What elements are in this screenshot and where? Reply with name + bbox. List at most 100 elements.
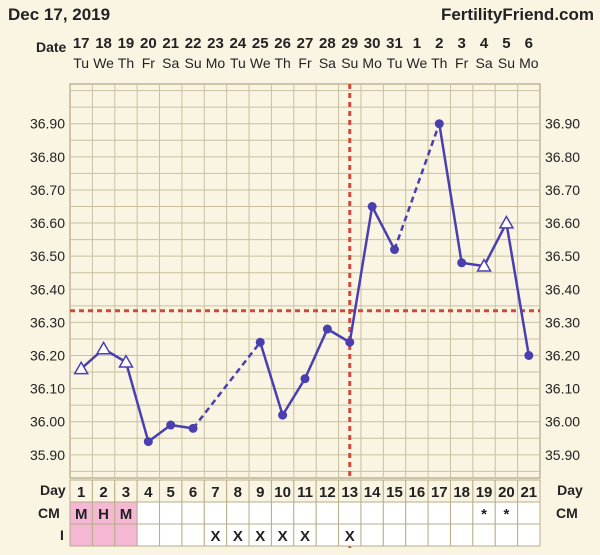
cycle-day-cell: 5 — [167, 484, 175, 501]
weekday-label: Fr — [455, 55, 469, 71]
series-segment — [348, 206, 374, 343]
weekday-label: Th — [274, 55, 290, 71]
weekday-label: Mo — [362, 55, 382, 71]
cycle-day-cell: 15 — [386, 484, 403, 501]
weekday-label: We — [407, 55, 428, 71]
date-label: 21 — [162, 35, 179, 52]
intercourse-cell: X — [278, 528, 288, 545]
plot-area — [69, 83, 541, 479]
cm-cell-box — [315, 501, 340, 525]
date-label: 30 — [364, 35, 381, 52]
cm-cell-box — [338, 501, 362, 525]
cm-cell-box — [136, 501, 161, 525]
series-segment — [147, 424, 172, 443]
series-segment — [505, 222, 531, 356]
data-point — [457, 258, 467, 268]
cycle-day-cell: 8 — [234, 484, 242, 501]
cycle-day-cell: 10 — [274, 484, 291, 501]
y-tick-label-left: 36.20 — [30, 347, 65, 363]
y-tick-label-right: 36.50 — [545, 248, 580, 264]
weekday-label: Sa — [475, 55, 492, 71]
cm-cell: * — [504, 506, 510, 523]
date-label: 24 — [230, 35, 247, 52]
date-label: 20 — [140, 35, 157, 52]
date-label: 18 — [95, 35, 112, 52]
chart-date: Dec 17, 2019 — [8, 5, 110, 24]
intercourse-cell-box — [91, 523, 116, 547]
date-label: 6 — [525, 35, 533, 52]
series-segment — [438, 123, 463, 263]
intercourse-cell-box — [181, 523, 205, 547]
date-label: 19 — [118, 35, 135, 52]
intercourse-row-label: I — [60, 527, 64, 543]
cm-cell-box — [270, 501, 295, 525]
intercourse-cell-box — [114, 523, 138, 547]
y-tick-label-left: 36.60 — [30, 215, 65, 231]
cycle-day-cell: 21 — [520, 484, 537, 501]
data-point — [524, 350, 534, 360]
y-tick-label-left: 36.80 — [30, 149, 65, 165]
cm-cell: * — [481, 506, 487, 523]
intercourse-cell: X — [210, 528, 220, 545]
intercourse-cell-box — [427, 523, 451, 547]
series-segment — [259, 341, 284, 416]
date-label: 26 — [274, 35, 291, 52]
cm-cell-box — [203, 501, 228, 525]
cm-cell-box — [449, 501, 474, 525]
y-tick-label-right: 36.00 — [545, 414, 580, 430]
data-point — [166, 420, 176, 430]
cycle-day-cell: 12 — [319, 484, 336, 501]
y-tick-label-left: 36.00 — [30, 414, 65, 430]
intercourse-cell-box — [405, 523, 429, 547]
y-tick-label-left: 36.40 — [30, 281, 65, 297]
weekday-label: Th — [118, 55, 134, 71]
weekday-label: Mo — [206, 55, 226, 71]
data-point — [255, 337, 265, 347]
data-point — [278, 410, 288, 420]
site-name: FertilityFriend.com — [441, 5, 594, 24]
cycle-day-cell: 7 — [211, 484, 219, 501]
grid-layer — [69, 83, 541, 479]
intercourse-cell: X — [345, 528, 355, 545]
series-segment — [303, 328, 329, 380]
series-segment — [371, 205, 396, 251]
cm-cell: M — [75, 506, 88, 523]
data-point-triangle — [95, 340, 112, 355]
cycle-day-cell: 2 — [99, 484, 107, 501]
intercourse-cell-box — [69, 523, 93, 547]
weekday-label: Sa — [319, 55, 336, 71]
cm-row-label-left: CM — [38, 505, 60, 521]
day-row-label-right: Day — [557, 482, 583, 498]
intercourse-cell-box — [382, 523, 407, 547]
y-tick-label-right: 36.70 — [545, 182, 580, 198]
series-segment — [124, 361, 150, 442]
date-label: 5 — [502, 35, 510, 52]
date-label: 3 — [457, 35, 465, 52]
y-tick-label-right: 36.80 — [545, 149, 580, 165]
cycle-day-cell: 18 — [453, 484, 470, 501]
weekday-label: Su — [185, 55, 202, 71]
weekday-label: Tu — [387, 55, 403, 71]
date-label: 23 — [207, 35, 224, 52]
cm-cell-box — [382, 501, 407, 525]
date-label: 29 — [341, 35, 358, 52]
date-label: 4 — [480, 35, 489, 52]
weekday-label: Su — [341, 55, 358, 71]
cycle-day-cell: 20 — [498, 484, 515, 501]
cycle-day-cell: 14 — [364, 484, 381, 501]
date-label: 1 — [413, 35, 421, 52]
data-point — [188, 423, 198, 433]
weekday-label: Mo — [519, 55, 539, 71]
data-point-triangle — [73, 360, 89, 375]
cm-cell-box — [181, 501, 205, 525]
reference-lines-layer — [70, 84, 540, 550]
y-tick-label-right: 36.30 — [545, 314, 580, 330]
date-label: 31 — [386, 35, 403, 52]
cycle-day-cell: 3 — [122, 484, 130, 501]
weekday-label: Th — [431, 55, 447, 71]
data-point — [322, 324, 332, 334]
intercourse-cell-box — [136, 523, 161, 547]
cycle-day-cell: 4 — [144, 484, 153, 501]
data-point — [367, 202, 377, 212]
